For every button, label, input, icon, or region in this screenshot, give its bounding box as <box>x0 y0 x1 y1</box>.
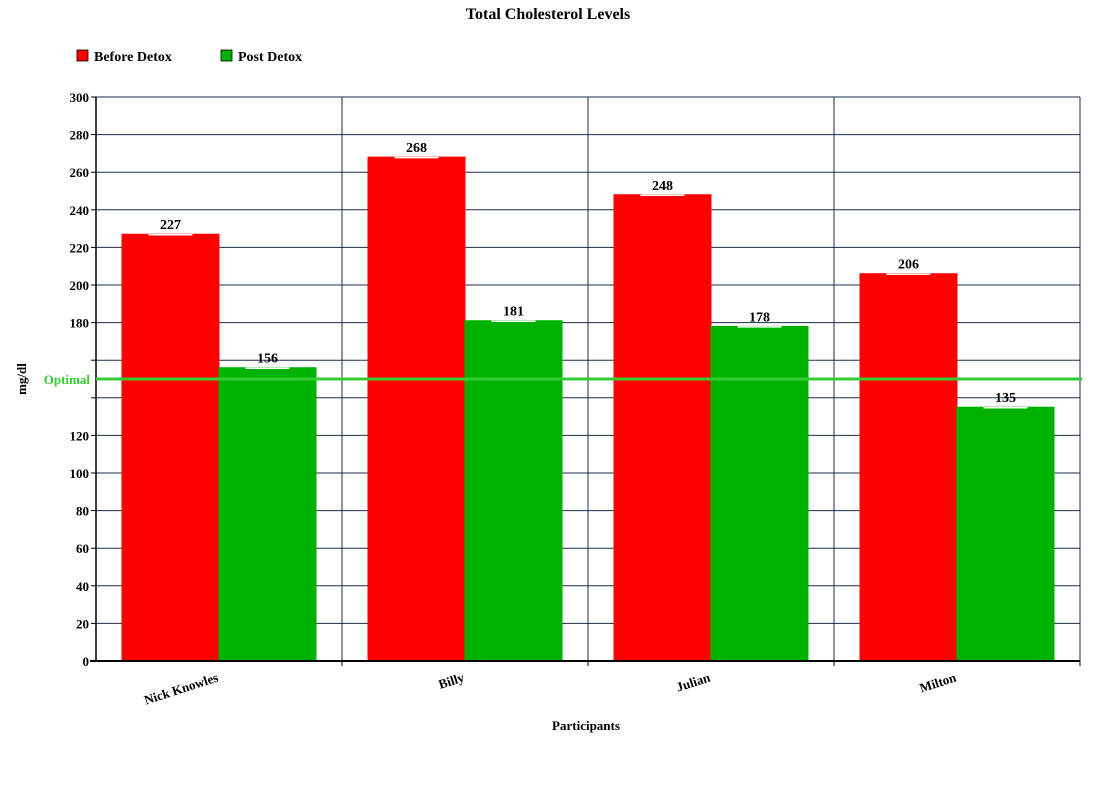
y-tick-label: 40 <box>76 579 89 594</box>
y-tick-label: 0 <box>83 654 90 669</box>
y-tick-label: 300 <box>70 90 90 105</box>
bar-post <box>956 406 1055 662</box>
data-label-post: 135 <box>995 391 1016 406</box>
y-tick-label: 280 <box>70 128 90 143</box>
y-tick-label: 80 <box>76 504 89 519</box>
y-axis-label: mg/dl <box>14 363 29 395</box>
legend-swatch-before <box>76 49 89 62</box>
optimal-reference: Optimal <box>44 372 1082 387</box>
legend-label-before: Before Detox <box>94 50 172 65</box>
chart-title: Total Cholesterol Levels <box>466 6 630 23</box>
bar-post <box>464 320 563 662</box>
legend: Before Detox Post Detox <box>76 49 302 65</box>
bar-before <box>859 273 958 662</box>
data-label-post: 178 <box>749 310 770 325</box>
legend-label-post: Post Detox <box>238 50 302 65</box>
data-label-before: 227 <box>160 218 181 233</box>
y-tick-label: 180 <box>70 316 90 331</box>
y-tick-label: 100 <box>70 466 90 481</box>
data-label-before: 206 <box>898 258 919 273</box>
bar-before <box>121 233 220 662</box>
category-label: Nick Knowles <box>142 670 220 708</box>
bar-post <box>710 325 809 662</box>
x-axis-label: Participants <box>552 718 620 733</box>
legend-swatch-post <box>220 49 233 62</box>
y-tick-labels: 0 20 40 60 80 100 120 180 200 220 240 260 280 300 <box>70 90 90 669</box>
data-label-post: 156 <box>257 352 278 367</box>
bars: 227 156 268 181 248 178 206 135 <box>121 141 1055 662</box>
y-tick-label: 240 <box>70 203 90 218</box>
y-tick-label: 60 <box>76 541 89 556</box>
category-labels: Nick Knowles Billy Julian Milton <box>142 669 959 707</box>
bar-before <box>367 156 466 662</box>
data-label-before: 268 <box>406 141 427 156</box>
data-label-post: 181 <box>503 305 524 320</box>
category-label: Billy <box>437 669 467 691</box>
y-tick-label: 260 <box>70 165 90 180</box>
bar-post <box>218 367 317 662</box>
optimal-label: Optimal <box>44 372 91 387</box>
bar-before <box>613 194 712 662</box>
data-label-before: 248 <box>652 179 673 194</box>
y-tick-label: 220 <box>70 240 90 255</box>
category-label: Julian <box>674 669 712 694</box>
category-label: Milton <box>918 669 959 695</box>
y-tick-label: 20 <box>76 616 89 631</box>
y-tick-label: 120 <box>70 428 90 443</box>
y-tick-label: 200 <box>70 278 90 293</box>
